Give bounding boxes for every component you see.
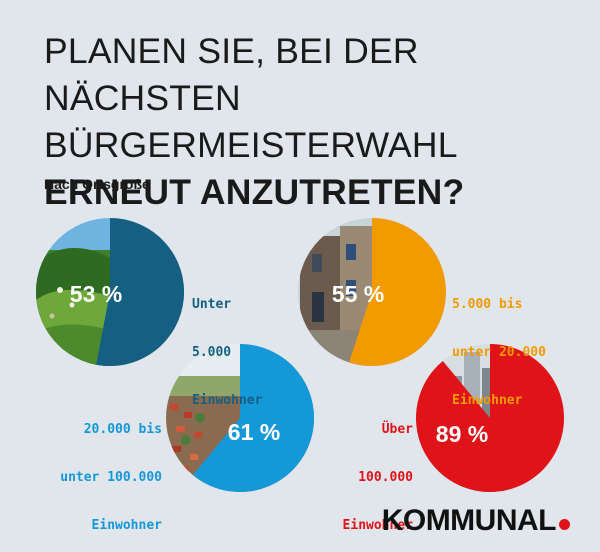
pie-4-label-line: Über xyxy=(381,422,413,437)
pie-1-value-label: 53 % xyxy=(70,281,122,307)
pie-2-category-label: 5.000 bis unter 20.000 Einwohner xyxy=(452,265,546,425)
pie-2-label-line: Einwohner xyxy=(452,393,523,408)
pie-4-value-label: 89 % xyxy=(436,421,488,447)
logo-text: KOMMUNAL xyxy=(381,504,557,537)
title-bold: ERNEUT ANZUTRETEN? xyxy=(44,172,465,212)
pie-2-slice xyxy=(349,218,446,367)
pie-2-label-line: 5.000 bis xyxy=(452,297,523,312)
pie-3-slice xyxy=(192,344,314,492)
logo-dot xyxy=(559,519,570,530)
pie-4-slice xyxy=(415,344,564,492)
pie-3-value-label: 61 % xyxy=(228,419,280,445)
pie-4-label-line: 100.000 xyxy=(358,470,413,485)
pie-4-label-line: Einwohner xyxy=(342,518,413,533)
page-title: PLANEN SIE, BEI DER NÄCHSTEN BÜRGERMEIST… xyxy=(44,28,584,216)
pie-1-category-label: Unter 5.000 Einwohner xyxy=(192,265,262,425)
pie-2-value-label: 55 % xyxy=(332,281,384,307)
pie-3-category-label: 20.000 bis unter 100.000 Einwohner xyxy=(60,390,162,550)
pie-2-label-line: unter 20.000 xyxy=(452,345,546,360)
pie-3-label-line: unter 100.000 xyxy=(60,470,162,485)
pie-1-label-line: Einwohner xyxy=(192,393,263,408)
pie-1-label-line: 5.000 xyxy=(192,345,232,360)
pie-3-label-line: 20.000 bis xyxy=(83,422,162,437)
title-light: PLANEN SIE, BEI DER NÄCHSTEN BÜRGERMEIST… xyxy=(44,31,458,165)
pie-1-slice xyxy=(96,218,184,366)
pie-3-label-line: Einwohner xyxy=(91,518,162,533)
chart-subtitle: Nach Ortsgröße xyxy=(44,176,150,192)
kommunal-logo: KOMMUNAL xyxy=(382,504,570,538)
pie-1-label-line: Unter xyxy=(192,297,232,312)
pie-4-category-label: Über 100.000 Einwohner xyxy=(343,390,413,550)
